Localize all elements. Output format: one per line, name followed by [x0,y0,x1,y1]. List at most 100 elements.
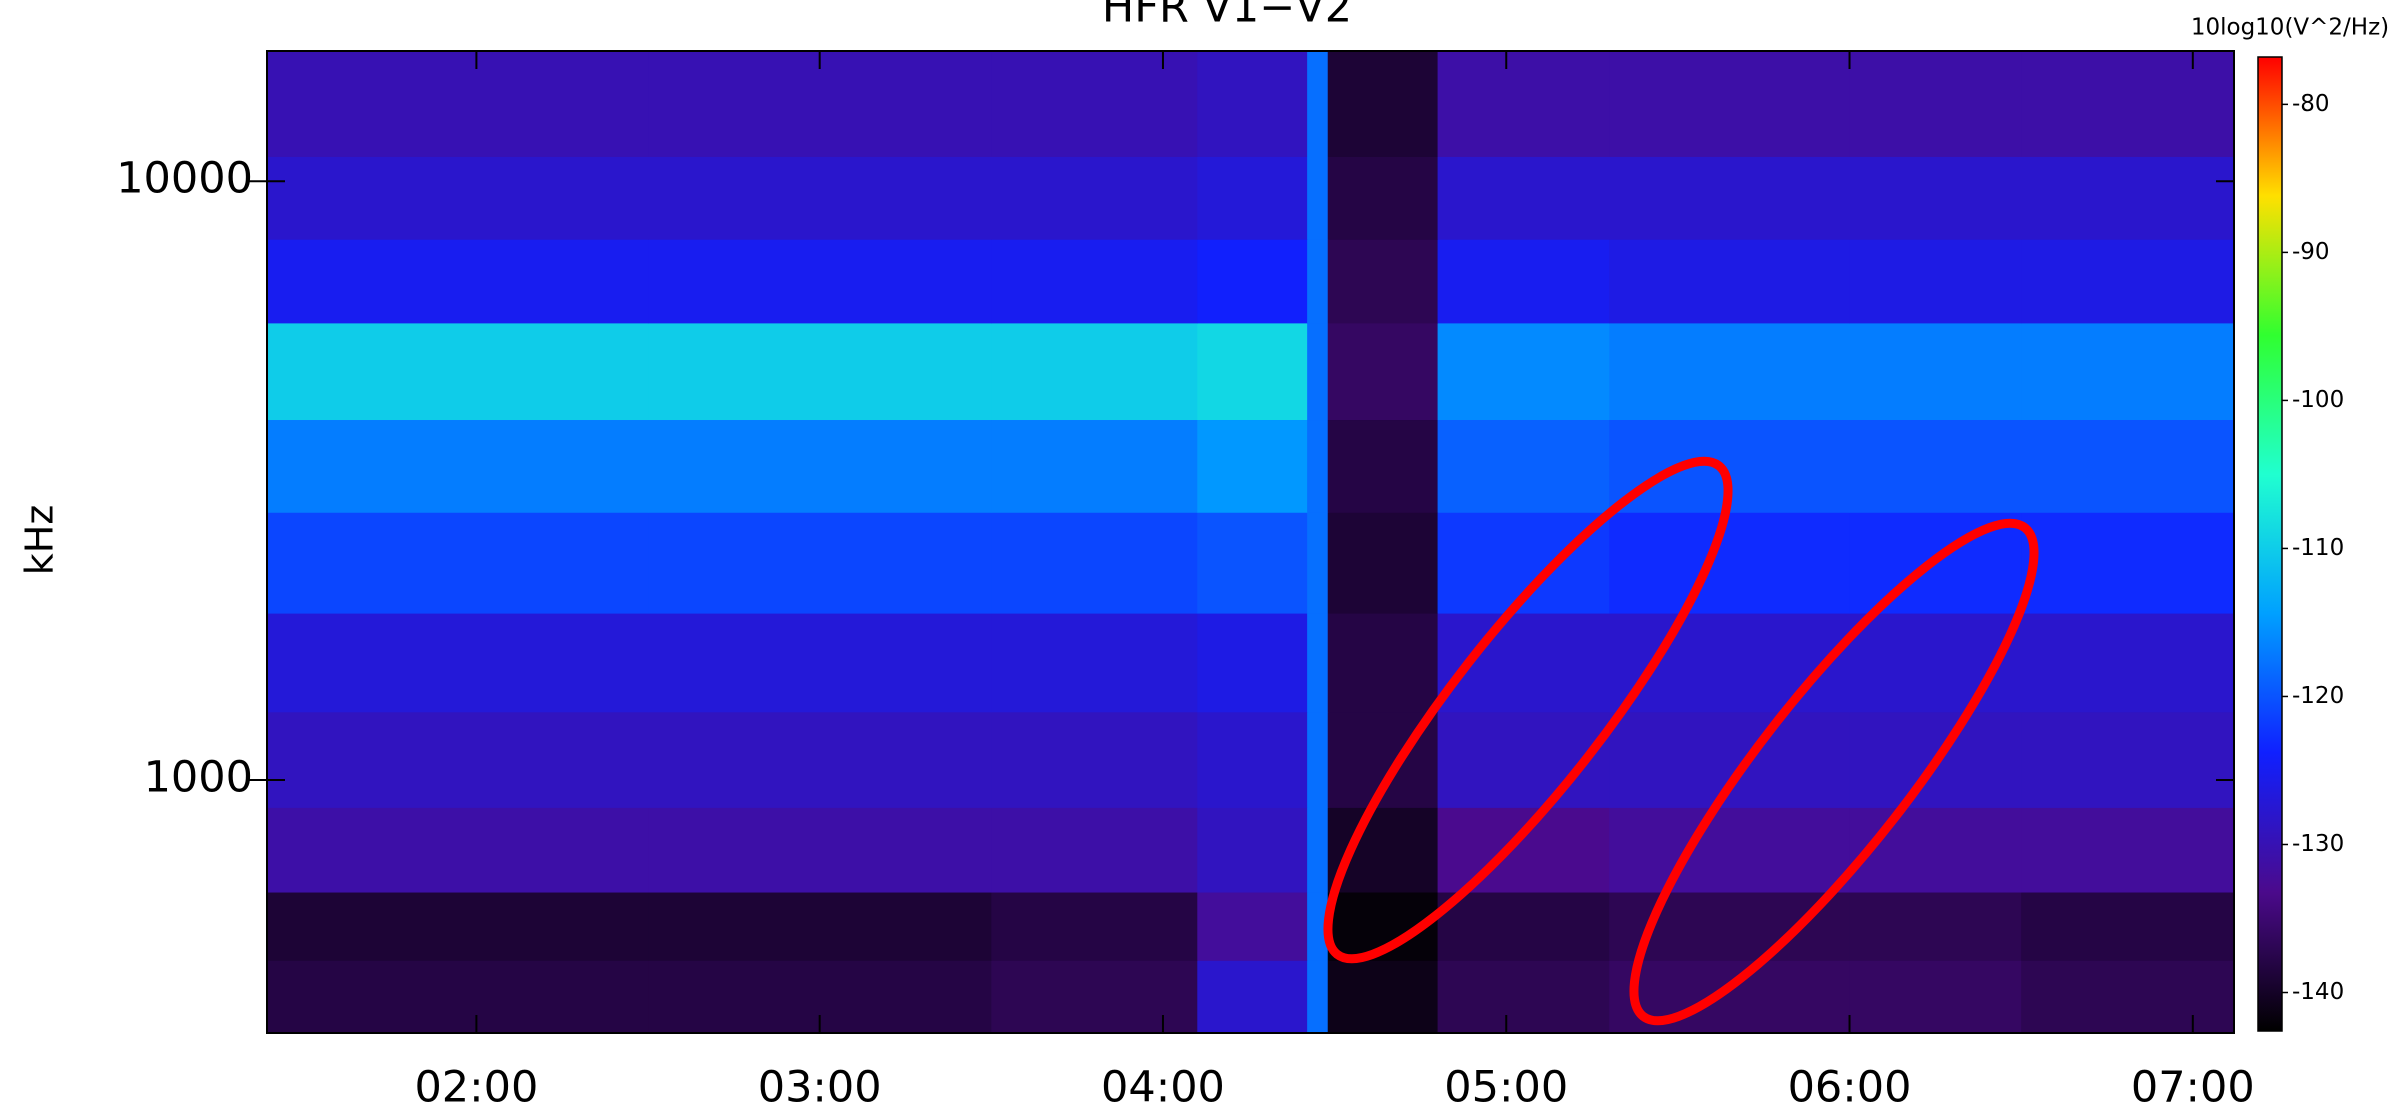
spectrogram-cell [1850,892,2022,961]
spectrogram [267,51,2235,1034]
spectrogram-cell [2021,613,2234,712]
spectrogram-cell [1197,156,1307,239]
spectrogram-cell [1328,613,1438,712]
spectrogram-cell [1850,156,2022,239]
spectrogram-cell [1328,960,1438,1033]
spectrogram-cell [1307,51,1328,157]
x-tick-label: 07:00 [2131,1063,2255,1111]
chart-title: HFR V1−V2 [1102,0,1352,33]
spectrogram-cell [1328,807,1438,892]
spectrogram-cell [1307,156,1328,239]
y-tick-label: 1000 [144,753,253,803]
spectrogram-cell [1197,239,1307,323]
spectrogram-cell [1197,512,1307,613]
spectrogram-cell [1438,323,1610,420]
spectrogram-cell [1328,420,1438,513]
spectrogram-cell [991,51,1197,157]
x-tick-label: 03:00 [758,1063,882,1111]
spectrogram-cell [1307,512,1328,613]
spectrogram-cell [267,892,649,961]
spectrogram-cell [1197,323,1307,420]
spectrogram-cell [1609,323,1850,420]
colorbar-tick-label: -80 [2292,91,2330,117]
x-tick-label: 02:00 [414,1063,538,1111]
spectrogram-cell [1197,807,1307,892]
spectrogram-cell [1328,51,1438,157]
spectrogram-cell [1307,613,1328,712]
colorbar-tick-label: -90 [2292,239,2330,265]
spectrogram-cell [648,512,992,613]
spectrogram-cell [1197,960,1307,1033]
spectrogram-cell [1438,156,1610,239]
spectrogram-cell [2021,51,2234,157]
spectrogram-cell [648,712,992,808]
spectrogram-cell [2021,239,2234,323]
spectrogram-cell [2021,512,2234,613]
colorbar-tick-label: -110 [2292,535,2344,561]
colorbar-label: 10log10(V^2/Hz) [2191,15,2389,41]
spectrogram-cell [648,613,992,712]
y-axis-label: kHz [18,505,62,576]
spectrogram-cell [648,156,992,239]
spectrogram-cell [1850,960,2022,1033]
spectrogram-cell [267,512,649,613]
spectrogram-cell [1197,613,1307,712]
spectrogram-cell [1850,51,2022,157]
spectrogram-cell [1438,239,1610,323]
spectrogram-cell [267,323,649,420]
x-tick-label: 05:00 [1444,1063,1568,1111]
spectrogram-cell [991,613,1197,712]
colorbar-tick-label: -120 [2292,683,2344,709]
spectrogram-cell [648,239,992,323]
spectrogram-cell [1328,156,1438,239]
spectrogram-cell [1850,239,2022,323]
spectrogram-cell [2021,892,2234,961]
spectrogram-cell [267,239,649,323]
spectrogram-cell [267,420,649,513]
y-tick-label: 10000 [116,154,253,204]
spectrogram-cell [1197,51,1307,157]
spectrogram-cell [991,156,1197,239]
spectrogram-cell [1197,420,1307,513]
spectrogram-cell [1307,960,1328,1033]
spectrogram-cell [1850,807,2022,892]
spectrogram-cell [1438,807,1610,892]
spectrogram-cell [991,512,1197,613]
spectrogram-cell [1609,807,1850,892]
spectrogram-cell [267,960,649,1033]
spectrogram-cell [1850,420,2022,513]
spectrogram-cell [991,807,1197,892]
spectrogram-cell [2021,420,2234,513]
spectrogram-cell [1197,712,1307,808]
spectrogram-cell [1307,420,1328,513]
spectrogram-cell [1438,892,1610,961]
chart: HFR V1−V2 kHz 10log10(V^2/Hz) 1000 10000 0… [0,0,2408,1111]
spectrogram-cell [648,420,992,513]
spectrogram-cell [267,712,649,808]
colorbar [2258,57,2282,1031]
spectrogram-cell [2021,323,2234,420]
spectrogram-cell [2021,712,2234,808]
x-tick-label: 04:00 [1101,1063,1225,1111]
spectrogram-cell [1438,960,1610,1033]
spectrogram-cell [1609,51,1850,157]
spectrogram-cell [648,323,992,420]
spectrogram-cell [267,156,649,239]
spectrogram-cell [1609,512,1850,613]
spectrogram-cell [267,51,649,157]
spectrogram-cell [1328,323,1438,420]
colorbar-tick-label: -130 [2292,831,2344,857]
spectrogram-cell [991,960,1197,1033]
spectrogram-cell [2021,156,2234,239]
spectrogram-cell [648,892,992,961]
spectrogram-cell [1307,323,1328,420]
spectrogram-cell [1328,512,1438,613]
spectrogram-cell [1609,613,1850,712]
spectrogram-cell [267,807,649,892]
spectrogram-cell [991,323,1197,420]
spectrogram-cell [267,613,649,712]
colorbar-tick-label: -140 [2292,979,2344,1005]
spectrogram-cell [1850,323,2022,420]
spectrogram-cell [2021,960,2234,1033]
spectrogram-cell [1609,156,1850,239]
